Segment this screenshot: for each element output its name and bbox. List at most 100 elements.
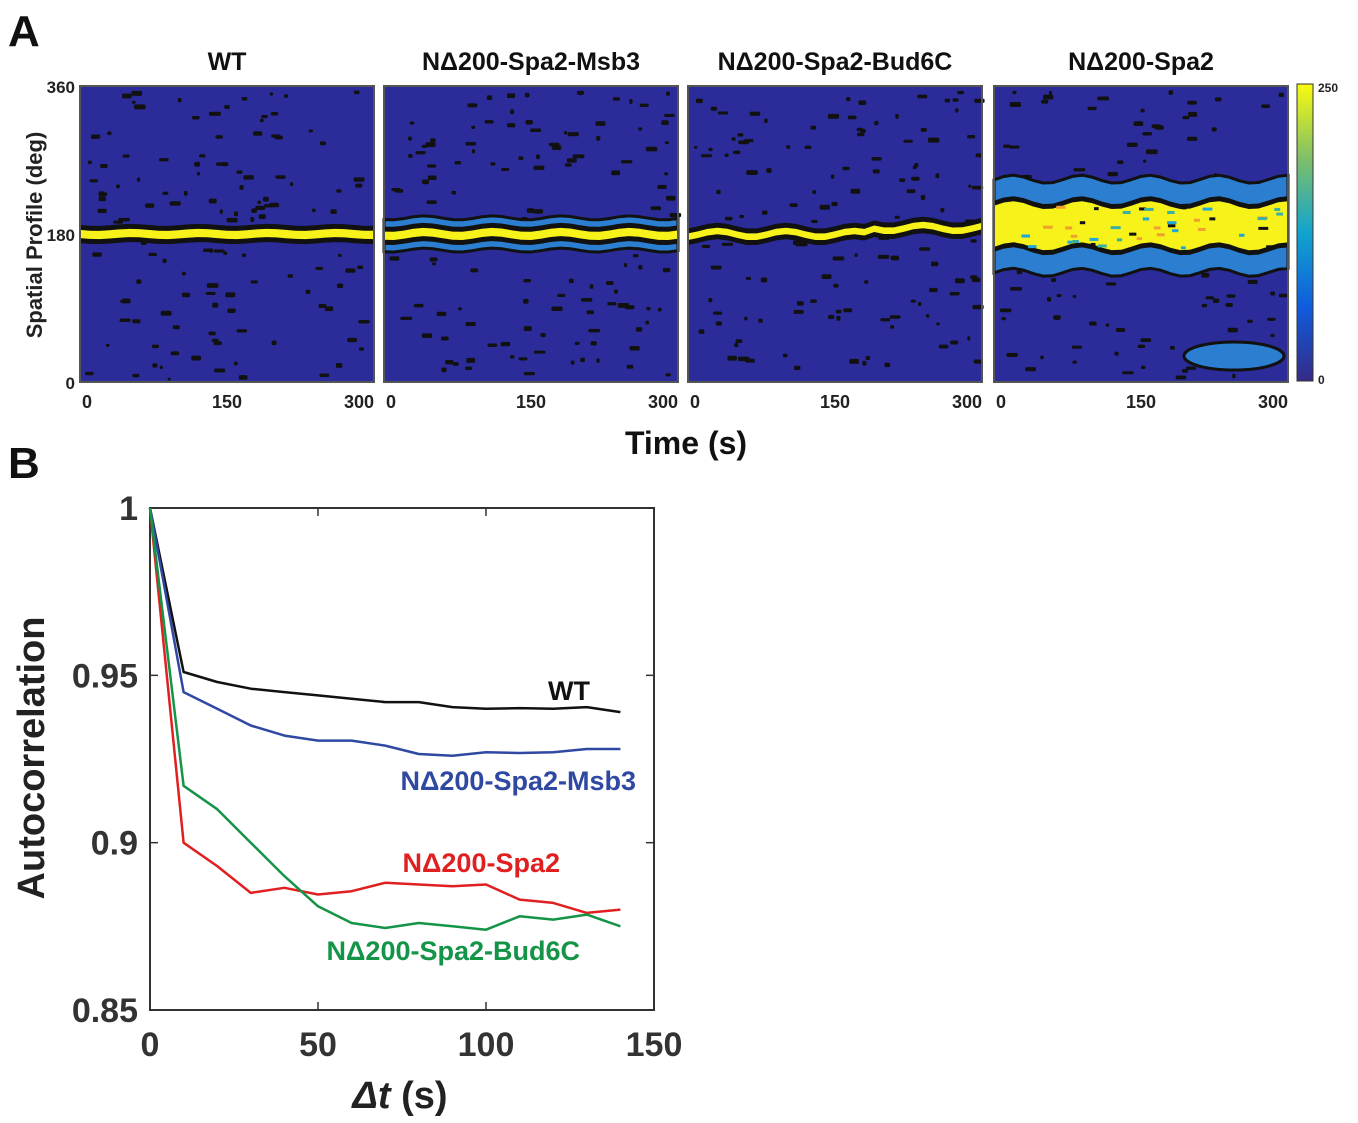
contour-speck [1168, 90, 1174, 95]
contour-speck [843, 308, 853, 313]
contour-speck [518, 357, 528, 361]
band-speck [1197, 227, 1206, 231]
contour-speck [717, 111, 729, 115]
contour-speck [308, 129, 313, 133]
contour-speck [319, 141, 326, 146]
contour-speck [269, 92, 274, 96]
contour-speck [749, 111, 761, 116]
contour-speck [471, 125, 476, 129]
contour-speck [251, 208, 257, 213]
contour-speck [669, 213, 682, 218]
contour-speck [833, 283, 839, 288]
contour-speck [324, 306, 334, 312]
contour-speck [1122, 371, 1134, 375]
contour-speck [563, 131, 568, 135]
contour-speck [465, 366, 473, 370]
contour-speck [889, 315, 901, 319]
contour-speck [145, 203, 155, 208]
contour-speck [744, 316, 748, 321]
contour-speck [967, 336, 971, 341]
contour-speck [626, 364, 634, 369]
contour-speck [737, 356, 750, 362]
contour-speck [1105, 282, 1117, 286]
contour-speck [968, 184, 972, 188]
contour-speck [1142, 159, 1147, 163]
contour-speck [795, 241, 805, 247]
contour-speck [970, 275, 978, 279]
contour-speck [467, 103, 478, 108]
contour-speck [136, 279, 142, 284]
band-speck [1093, 207, 1099, 211]
contour-speck [182, 292, 191, 298]
contour-speck [973, 359, 982, 364]
contour-speck [436, 311, 447, 317]
band-speck [1180, 246, 1186, 250]
contour-speck [895, 113, 899, 119]
band-speck [1144, 207, 1154, 211]
contour-speck [1040, 355, 1044, 360]
colorbar-max-label: 250 [1318, 81, 1338, 95]
contour-speck [113, 220, 124, 224]
heatmap-x-tick-label: 150 [1126, 392, 1156, 412]
band-speck [1072, 239, 1079, 243]
contour-speck [1140, 338, 1152, 342]
contour-speck [821, 274, 832, 280]
band-speck [1202, 207, 1213, 211]
contour-speck [259, 118, 264, 123]
contour-speck [1140, 108, 1145, 113]
contour-speck [1211, 127, 1217, 132]
contour-speck [205, 291, 216, 296]
contour-speck [733, 150, 741, 154]
contour-speck [564, 163, 572, 167]
line-x-axis-label: Δt (s) [350, 1075, 447, 1117]
contour-speck [764, 118, 768, 124]
contour-speck [1010, 286, 1023, 291]
contour-speck [263, 196, 269, 202]
contour-speck [1105, 323, 1110, 327]
contour-speck [766, 168, 772, 173]
contour-speck [236, 170, 243, 174]
contour-speck [557, 293, 566, 298]
contour-speck [131, 100, 136, 104]
band-speck [1136, 237, 1142, 241]
contour-speck [854, 253, 858, 257]
contour-speck [353, 177, 365, 182]
band-speck [1056, 205, 1066, 209]
contour-speck [196, 171, 200, 176]
contour-speck [1073, 168, 1086, 172]
contour-speck [233, 361, 238, 366]
band-speck [1129, 232, 1137, 236]
band-speck [1139, 207, 1147, 211]
heatmap-title: NΔ200-Spa2-Msb3 [422, 48, 640, 76]
contour-speck [122, 298, 131, 304]
contour-speck [572, 154, 585, 159]
contour-speck [832, 256, 845, 261]
contour-speck [87, 160, 92, 165]
contour-speck [955, 108, 959, 113]
contour-speck [1182, 115, 1190, 120]
contour-speck [614, 289, 618, 294]
contour-speck [211, 338, 219, 342]
contour-speck [353, 90, 360, 95]
contour-speck [530, 128, 542, 132]
contour-speck [710, 265, 722, 270]
contour-speck [413, 303, 424, 308]
contour-speck [1185, 366, 1197, 370]
band-speck [1266, 245, 1274, 249]
contour-speck [566, 158, 577, 163]
contour-speck [510, 109, 515, 115]
contour-speck [607, 302, 617, 306]
contour-speck [85, 371, 94, 376]
contour-speck [596, 358, 600, 363]
contour-speck [846, 97, 851, 102]
x-tick-label: 0 [141, 1026, 160, 1064]
contour-speck [890, 325, 895, 329]
contour-speck [213, 249, 225, 253]
band-speck [1181, 206, 1187, 210]
band-speck [1153, 226, 1161, 230]
contour-speck [952, 98, 959, 102]
contour-speck [1041, 99, 1049, 104]
heatmap-band [80, 228, 374, 240]
contour-speck [430, 138, 436, 143]
contour-speck [794, 365, 801, 371]
